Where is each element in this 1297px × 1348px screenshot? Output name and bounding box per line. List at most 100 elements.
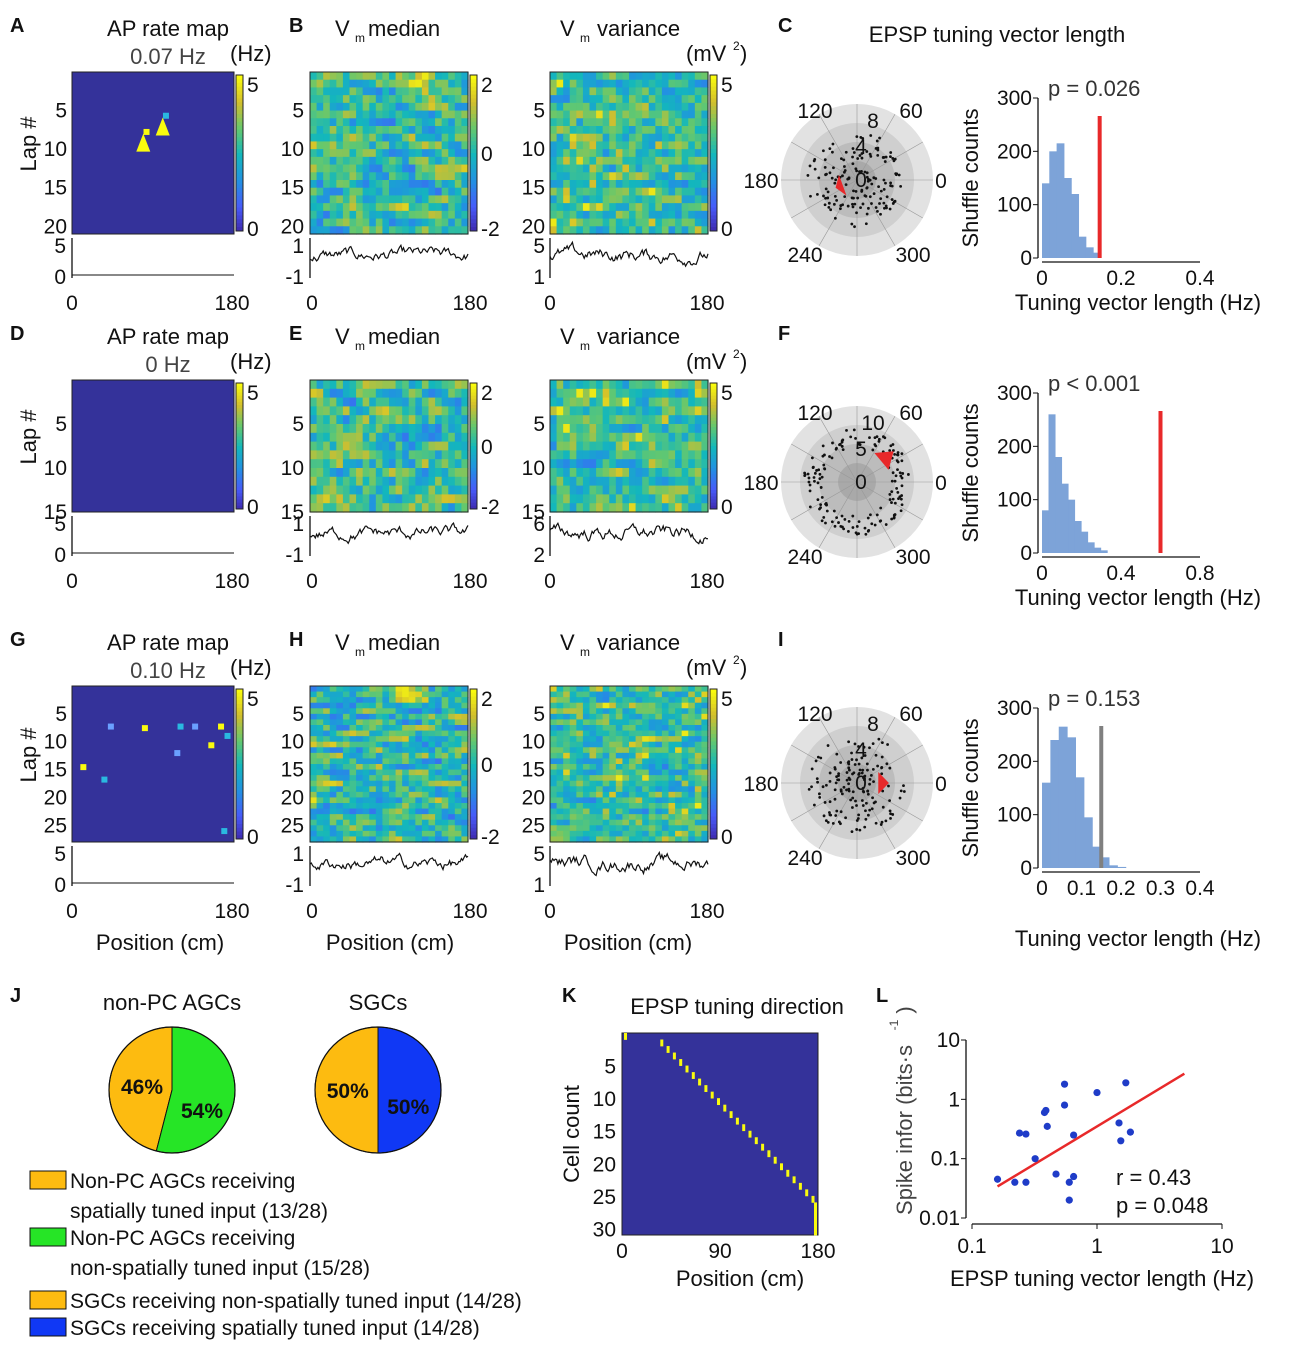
row1-vm-variance-heatmap-cell <box>602 195 610 204</box>
row3-ap-colorbar-seg <box>236 700 243 705</box>
row1-polar-dot <box>813 167 817 171</box>
row3-polar-dot <box>846 761 850 765</box>
row3-vm-median-heatmap-cell <box>382 736 390 743</box>
row1-vm-variance-heatmap-cell <box>635 72 643 81</box>
row1-vm-variance-heatmap-cell <box>655 149 663 158</box>
row3-vm-variance-heatmap-cell <box>602 747 610 754</box>
row2-polar-angle-120: 120 <box>797 402 832 425</box>
row3-pos-xlabel-3: Position (cm) <box>564 930 692 955</box>
row2-vm-median-heatmap-cell <box>310 476 318 487</box>
panel-k-cell-peak <box>780 1163 783 1171</box>
row1-vm-variance-heatmap-cell <box>701 79 709 89</box>
row1-vm-variance-heatmap-cell <box>609 187 617 197</box>
row1-vm-median-heatmap-cell <box>342 133 351 143</box>
row1-vm-variance-heatmap-cell <box>675 79 683 89</box>
row1-vm-variance-heatmap-cell <box>550 156 558 166</box>
row1-vm-median-heatmap-cell <box>375 187 384 197</box>
row2-vm-median-heatmap-cell <box>421 397 430 407</box>
row1-vm-median-heatmap-cell <box>336 195 344 204</box>
row3-vm-median-heatmap-cell <box>356 702 364 709</box>
row2-vm-median-heatmap-cell <box>441 503 449 513</box>
row1-vm-median-heatmap-cell <box>402 72 410 81</box>
row3-polar-spoke <box>856 744 923 784</box>
row2-vm-median-heatmap-cell <box>402 424 410 434</box>
row2-vm-median-heatmap-cell <box>441 441 449 451</box>
row3-vm-median-heatmap-cell <box>441 786 449 793</box>
row1-vm-variance-heatmap-cell <box>688 72 696 81</box>
row1-vm-variance-heatmap-cell <box>589 156 597 166</box>
row3-polar-ring-label-outer: 8 <box>867 713 879 736</box>
row2-vm-variance-heatmap-cell <box>609 476 617 487</box>
row1-vm-variance-heatmap-cell <box>596 141 604 150</box>
row3-vm-variance-heatmap-cell <box>694 713 703 721</box>
row1-vm-median-heatmap-cell <box>415 87 423 96</box>
row3-vm-variance-heatmap-cell <box>596 719 604 726</box>
row2-vm-median-heatmap-cell <box>415 406 423 416</box>
row2-vm-variance-heatmap-cell <box>556 432 564 443</box>
row2-vm-median-heatmap-cell <box>382 397 390 407</box>
row2-vm-variance-heatmap-cell <box>661 441 670 451</box>
row1-arrowhead <box>155 117 170 136</box>
row3-ap-colorbar-seg <box>236 741 243 746</box>
row1-vm-variance-heatmap-cell <box>635 180 643 189</box>
row1-vm-median-heatmap-cell <box>454 79 463 89</box>
row3-vm-median-heatmap-cell <box>454 713 463 721</box>
row3-vm-median-heatmap-cell <box>356 769 364 776</box>
row2-vm-variance-heatmap-cell <box>550 406 558 416</box>
row1-vm-variance-heatmap-cell <box>589 87 597 96</box>
row3-vm-median-heatmap-cell <box>428 803 436 810</box>
row3-ap-spot <box>208 742 215 749</box>
row1-vm-median-heatmap-cell <box>402 133 410 143</box>
row3-vm-median-heatmap-cell <box>362 808 370 815</box>
row3-vm-variance-heatmap-cell <box>556 697 564 704</box>
row3-vm-variance-heatmap-cell <box>635 764 643 771</box>
row1-vm-median-colorbar-seg <box>470 215 477 220</box>
row3-tuning-vector <box>878 772 889 794</box>
row3-vm-median-heatmap-cell <box>454 797 463 804</box>
row2-vm-variance-heatmap-cell <box>615 459 624 469</box>
row2-polar-dot <box>871 448 875 452</box>
row1-lap-tick: 10 <box>44 138 67 161</box>
row1-polar-dot <box>834 178 838 182</box>
row1-polar-dot <box>855 169 859 173</box>
row3-vm-variance-heatmap-cell <box>563 702 571 709</box>
row3-vm-median-heatmap-cell <box>375 814 384 821</box>
row2-polar-dot <box>857 442 861 446</box>
row3-vm-variance-heatmap-cell <box>556 702 564 709</box>
row3-vm-variance-heatmap-cell <box>576 808 584 815</box>
row1-vm-median-heatmap-cell <box>336 210 344 220</box>
row3-vm-variance-heatmap-cell <box>642 736 650 743</box>
row3-vm-median-heatmap-cell <box>382 780 390 787</box>
row1-vm-variance-heatmap-cell <box>582 118 591 127</box>
row3-vm-median-heatmap-cell <box>369 713 377 721</box>
row1-vm-median-heatmap-cell <box>408 203 416 212</box>
row2-vm-variance-heatmap-cell <box>609 441 617 451</box>
row1-vm-variance-heatmap-cell <box>576 141 584 150</box>
row1-vm-variance-heatmap-cell <box>563 218 571 227</box>
row1-polar-dot <box>835 198 839 202</box>
row3-vm-median-heatmap-cell <box>441 708 449 715</box>
row3-vm-variance-heatmap-cell <box>675 830 683 838</box>
row2-vm-median-colorbar-seg <box>470 395 477 400</box>
row1-vm-median-heatmap-cell <box>441 187 449 197</box>
row3-vm-variance-heatmap-cell <box>629 814 637 821</box>
row3-vm-median-heatmap-cell <box>316 808 324 815</box>
row3-vm-variance-heatmap-cell <box>688 686 696 693</box>
row1-vm-median-heatmap-cell <box>336 110 344 119</box>
row1-vm-variance-heatmap-cell <box>694 218 703 227</box>
row3-vm-variance-heatmap-cell <box>596 786 604 793</box>
row3-vm-variance-heatmap-cell <box>576 725 584 732</box>
row1-vm-median-heatmap-cell <box>389 102 397 112</box>
row3-vm-variance-heatmap-cell <box>550 764 558 771</box>
row1-vm-variance-heatmap-cell <box>675 164 683 173</box>
row3-vm-variance-heatmap-cell <box>675 686 683 693</box>
row3-vm-variance-heatmap-cell <box>688 780 696 787</box>
row3-polar-dot <box>872 780 875 784</box>
row3-vm-median-heatmap-cell <box>428 752 436 760</box>
row3-vm-variance-heatmap-cell <box>556 730 564 737</box>
row3-vm-median-heatmap-cell <box>356 713 364 721</box>
row2-vm-median-heatmap-cell <box>342 397 351 407</box>
row3-vm-variance-heatmap-cell <box>629 697 637 704</box>
row2-vm-median-heatmap-cell <box>454 424 463 434</box>
row3-vm-median-heatmap-cell <box>461 791 469 799</box>
